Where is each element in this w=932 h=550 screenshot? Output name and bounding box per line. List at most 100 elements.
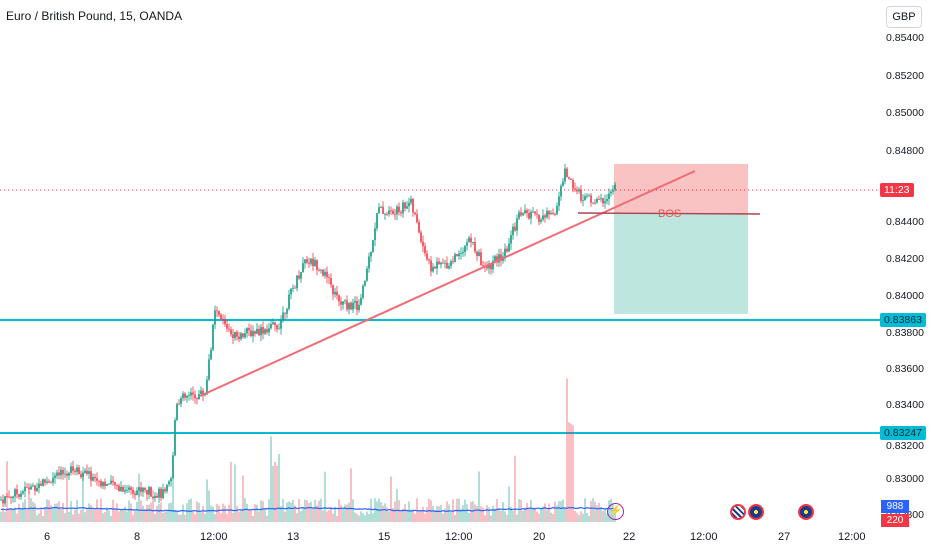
volume-bar	[340, 504, 342, 522]
candle-body	[466, 242, 468, 246]
volume-bar	[356, 514, 358, 522]
volume-bar	[36, 515, 38, 522]
bos-line[interactable]	[577, 212, 761, 215]
volume-bar	[280, 506, 282, 522]
volume-bar	[144, 509, 146, 522]
volume-bar	[38, 513, 40, 522]
candle-body	[516, 218, 518, 231]
volume-bar	[516, 514, 518, 522]
candle-body	[70, 466, 72, 473]
candle-body	[424, 246, 426, 254]
candle-body	[472, 242, 474, 243]
candle-body	[576, 189, 578, 192]
time-label: 13	[287, 531, 300, 543]
candle-body	[280, 320, 282, 329]
time-label: 27	[778, 531, 791, 543]
candle-body	[600, 198, 602, 200]
volume-bar	[284, 511, 286, 522]
candle-body	[28, 487, 30, 490]
candle-body	[414, 212, 416, 215]
volume-bar	[32, 501, 34, 522]
volume-bar	[570, 423, 572, 522]
candle-body	[564, 168, 566, 182]
volume-bar	[254, 504, 256, 522]
candle-body	[38, 483, 40, 488]
volume-bar	[212, 506, 214, 522]
candle-body	[128, 487, 130, 490]
candle-body	[214, 310, 216, 325]
position-zones[interactable]	[614, 164, 748, 314]
volume-bar	[90, 505, 92, 522]
candle-body	[50, 482, 52, 484]
candle-body	[208, 359, 210, 380]
volume-bar	[594, 501, 596, 522]
volume-bar	[200, 512, 202, 522]
time-label: 15	[378, 531, 391, 543]
candle-body	[490, 263, 492, 270]
lightning-icon[interactable]: ⚡	[607, 503, 624, 520]
volume-bar	[96, 499, 98, 522]
candle-body	[432, 266, 434, 272]
candle-body	[360, 297, 362, 305]
uk-flag-icon[interactable]	[730, 504, 746, 520]
candle-body	[290, 288, 292, 295]
volume-bar	[474, 504, 476, 522]
volume-bar	[222, 503, 224, 522]
candle-body	[222, 319, 224, 320]
candle-body	[438, 261, 440, 265]
candle-body	[428, 259, 430, 261]
volume-bar	[66, 477, 68, 522]
candle-body	[508, 243, 510, 252]
volume-bar	[150, 502, 152, 522]
volume-bar	[88, 503, 90, 522]
time-label: 8	[134, 531, 141, 543]
candle-body	[98, 480, 100, 482]
candle-body	[538, 214, 540, 222]
candle-body	[520, 212, 522, 216]
volume-bar	[266, 515, 268, 522]
candle-body	[396, 206, 398, 215]
candle-body	[20, 493, 22, 497]
trendline[interactable]	[199, 170, 696, 397]
currency-button[interactable]: GBP	[886, 6, 922, 28]
candle-body	[320, 269, 322, 271]
volume-bar	[298, 499, 300, 522]
candle-body	[468, 237, 470, 243]
candle-body	[500, 254, 502, 261]
candle-body	[102, 481, 104, 487]
volume-bar	[218, 505, 220, 522]
candle-body	[216, 310, 218, 312]
time-label: 6	[44, 531, 51, 543]
candle-body	[446, 262, 448, 269]
volume-bar	[160, 502, 162, 522]
volume-bar	[26, 510, 28, 522]
volume-bar	[220, 513, 222, 522]
candle-body	[570, 178, 572, 180]
volume-bar	[46, 499, 48, 522]
volume-bar	[292, 500, 294, 522]
eu-flag-icon[interactable]	[798, 504, 814, 520]
candle-body	[350, 302, 352, 310]
candle-body	[594, 202, 596, 204]
volume-bar	[310, 501, 312, 522]
candle-body	[274, 322, 276, 326]
volume-bar	[230, 461, 232, 522]
volume-bar	[304, 499, 306, 522]
volume-bar	[592, 498, 594, 522]
volume-bar	[368, 514, 370, 522]
stop-loss-zone[interactable]	[614, 164, 748, 214]
volume-bar	[130, 503, 132, 522]
volume-bar	[184, 514, 186, 522]
candle-body	[362, 285, 364, 298]
candle-body	[544, 215, 546, 218]
eu-flag-icon[interactable]	[748, 504, 764, 520]
candle-body	[60, 469, 62, 476]
candle-body	[204, 394, 206, 396]
volume-bar	[402, 508, 404, 522]
volume-bar	[272, 465, 274, 522]
volume-bar	[452, 499, 454, 522]
bos-label: BOS	[658, 208, 682, 220]
candle-body	[272, 322, 274, 325]
take-profit-zone[interactable]	[614, 214, 748, 314]
